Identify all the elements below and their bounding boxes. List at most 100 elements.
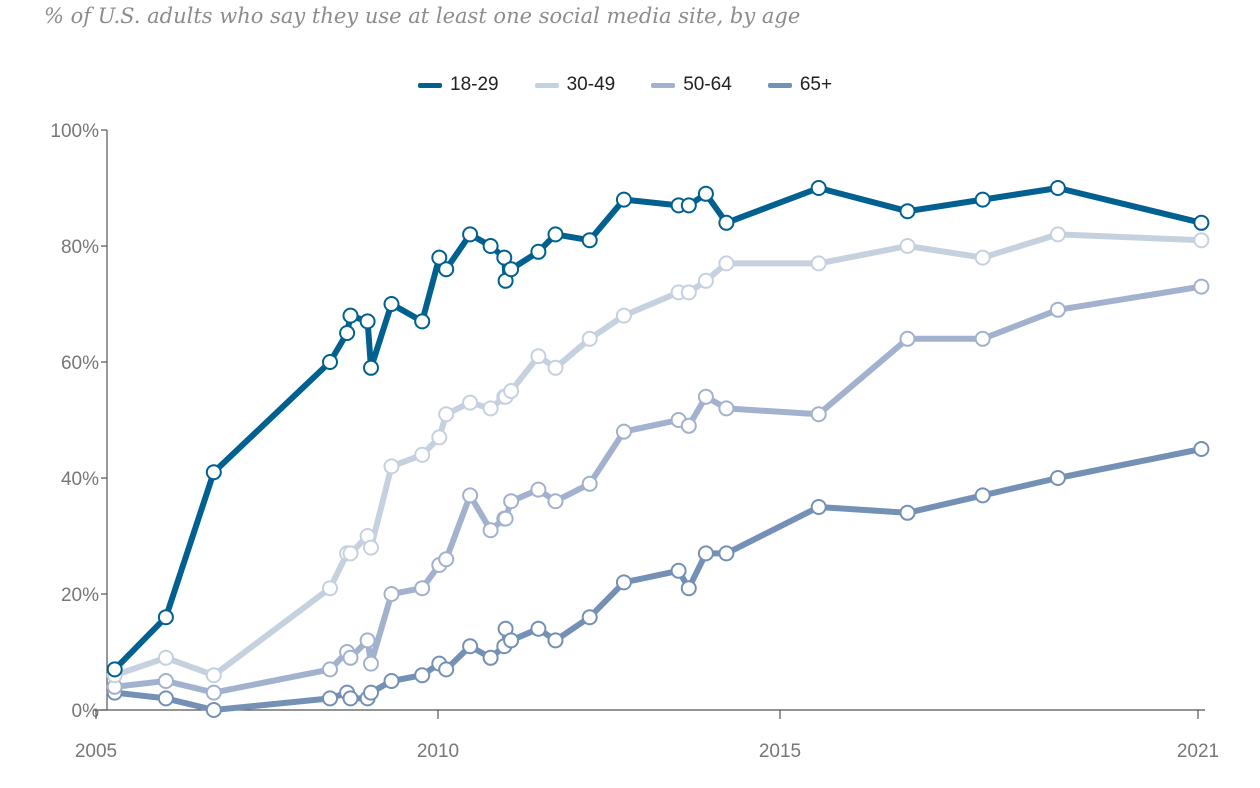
series-line <box>111 231 1205 679</box>
legend-swatch <box>651 82 676 88</box>
data-point <box>363 539 379 556</box>
data-point <box>670 562 687 579</box>
x-tick-label: 2021 <box>1177 741 1219 762</box>
data-point <box>503 383 520 399</box>
y-tick-label: 60% <box>61 353 99 374</box>
data-point <box>697 388 714 405</box>
legend-swatch <box>418 82 442 88</box>
data-point <box>322 354 338 370</box>
data-point <box>680 580 697 597</box>
data-point <box>363 684 379 701</box>
data-point <box>482 522 499 539</box>
data-point <box>615 191 632 208</box>
data-point <box>438 406 455 423</box>
data-point <box>482 400 499 417</box>
data-point <box>503 261 520 278</box>
data-point <box>1049 470 1066 486</box>
data-point <box>482 238 499 254</box>
data-point <box>322 690 338 707</box>
data-point <box>363 359 379 376</box>
legend-label: 50-64 <box>683 74 732 95</box>
data-point <box>106 661 123 678</box>
data-point <box>530 348 547 365</box>
data-point <box>810 180 827 196</box>
data-point <box>205 464 222 481</box>
data-point <box>359 632 376 649</box>
data-point <box>718 545 735 562</box>
data-point <box>581 475 598 492</box>
legend-item: 50-64 <box>651 74 732 96</box>
series-30-49 <box>106 226 1210 684</box>
data-point <box>383 673 400 689</box>
data-point <box>697 272 714 289</box>
data-point <box>530 481 547 498</box>
data-point <box>157 690 174 707</box>
series-line <box>111 446 1205 713</box>
data-point <box>438 551 455 568</box>
data-point <box>974 330 991 347</box>
data-point <box>530 243 547 260</box>
y-tick-label: 100% <box>50 121 99 142</box>
x-tick-label: 2010 <box>417 741 459 762</box>
data-point <box>680 284 697 301</box>
data-point <box>497 510 514 527</box>
data-point <box>547 359 564 376</box>
data-point <box>718 255 735 272</box>
legend-label: 30-49 <box>566 74 616 95</box>
y-tick-label: 40% <box>61 469 99 490</box>
data-point <box>431 249 448 266</box>
legend-item: 65+ <box>767 74 833 96</box>
data-point <box>974 487 991 504</box>
data-point <box>431 429 448 446</box>
data-point <box>547 632 564 649</box>
data-point <box>157 673 174 689</box>
y-tick-label: 80% <box>61 237 99 258</box>
data-point <box>974 191 991 208</box>
data-point <box>581 330 598 347</box>
series-line <box>111 185 1205 673</box>
legend-label: 18-29 <box>450 74 499 95</box>
data-point <box>1193 441 1210 457</box>
data-point <box>414 313 431 330</box>
data-point <box>205 702 222 718</box>
data-point <box>438 661 455 678</box>
data-point <box>581 609 598 626</box>
data-point <box>547 493 564 510</box>
y-tick-label: 20% <box>61 585 99 606</box>
data-point <box>438 261 455 278</box>
data-point <box>1049 301 1066 318</box>
data-point <box>1193 278 1210 295</box>
data-point <box>414 446 431 463</box>
data-point <box>359 313 376 330</box>
data-point <box>615 307 632 324</box>
data-point <box>462 638 479 655</box>
data-point <box>205 667 222 684</box>
chart-legend: 18-29 30-49 50-64 65+ <box>418 74 868 96</box>
data-point <box>697 185 714 202</box>
data-point <box>1193 232 1210 249</box>
data-point <box>503 493 520 510</box>
data-point <box>581 232 598 249</box>
data-point <box>482 649 499 666</box>
data-point <box>462 487 479 504</box>
data-point <box>810 499 827 515</box>
data-point <box>899 238 916 254</box>
chart-subtitle: % of U.S. adults who say they use at lea… <box>44 4 801 28</box>
data-point <box>157 649 174 666</box>
data-point <box>383 296 400 312</box>
data-point <box>322 580 338 597</box>
series-18-29 <box>106 180 1210 678</box>
legend-item: 18-29 <box>418 74 499 96</box>
legend-item: 30-49 <box>534 74 616 96</box>
legend-label: 65+ <box>799 74 833 95</box>
data-point <box>974 249 991 266</box>
series-50-64 <box>106 278 1210 701</box>
legend-swatch <box>767 82 792 88</box>
data-point <box>339 325 356 341</box>
data-point <box>496 249 513 266</box>
data-point <box>810 406 827 423</box>
data-point <box>322 661 338 678</box>
data-point <box>718 214 735 231</box>
y-tick-label: 0% <box>72 701 100 722</box>
